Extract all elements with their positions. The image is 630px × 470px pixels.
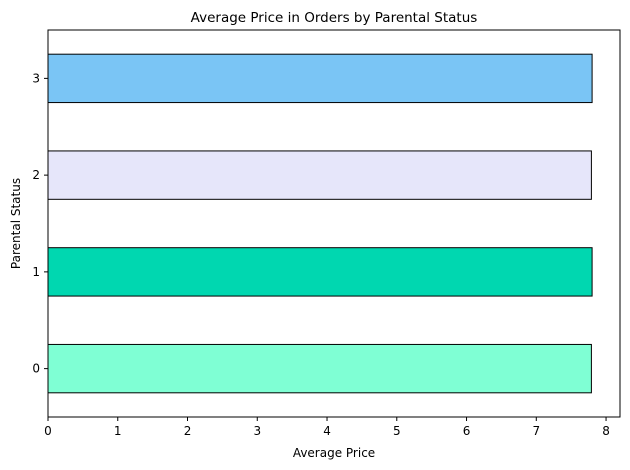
x-tick-label: 2	[184, 424, 192, 438]
x-tick-label: 5	[393, 424, 401, 438]
x-tick-label: 0	[44, 424, 52, 438]
x-tick-label: 6	[463, 424, 471, 438]
bars-group	[47, 53, 593, 394]
x-axis-label: Average Price	[293, 446, 375, 460]
x-tick-label: 3	[253, 424, 261, 438]
y-tick-label: 1	[32, 265, 40, 279]
x-axis-ticks: 0 1 2 3 4 5 6 7 8	[44, 417, 610, 438]
y-tick-label: 0	[32, 362, 40, 376]
plot-frame	[47, 29, 621, 418]
x-tick-label: 8	[602, 424, 610, 438]
y-tick-label: 3	[32, 71, 40, 85]
x-tick-label: 1	[114, 424, 122, 438]
bar-3	[47, 53, 593, 104]
chart-title: Average Price in Orders by Parental Stat…	[191, 10, 478, 26]
y-axis-label: Parental Status	[9, 178, 23, 269]
y-tick-label: 2	[32, 168, 40, 182]
x-tick-label: 4	[323, 424, 331, 438]
bar-0	[47, 343, 592, 394]
x-tick-label: 7	[532, 424, 540, 438]
bar-1	[47, 247, 593, 297]
bar-2	[47, 150, 592, 200]
y-axis-ticks: 0 1 2 3	[32, 71, 48, 376]
